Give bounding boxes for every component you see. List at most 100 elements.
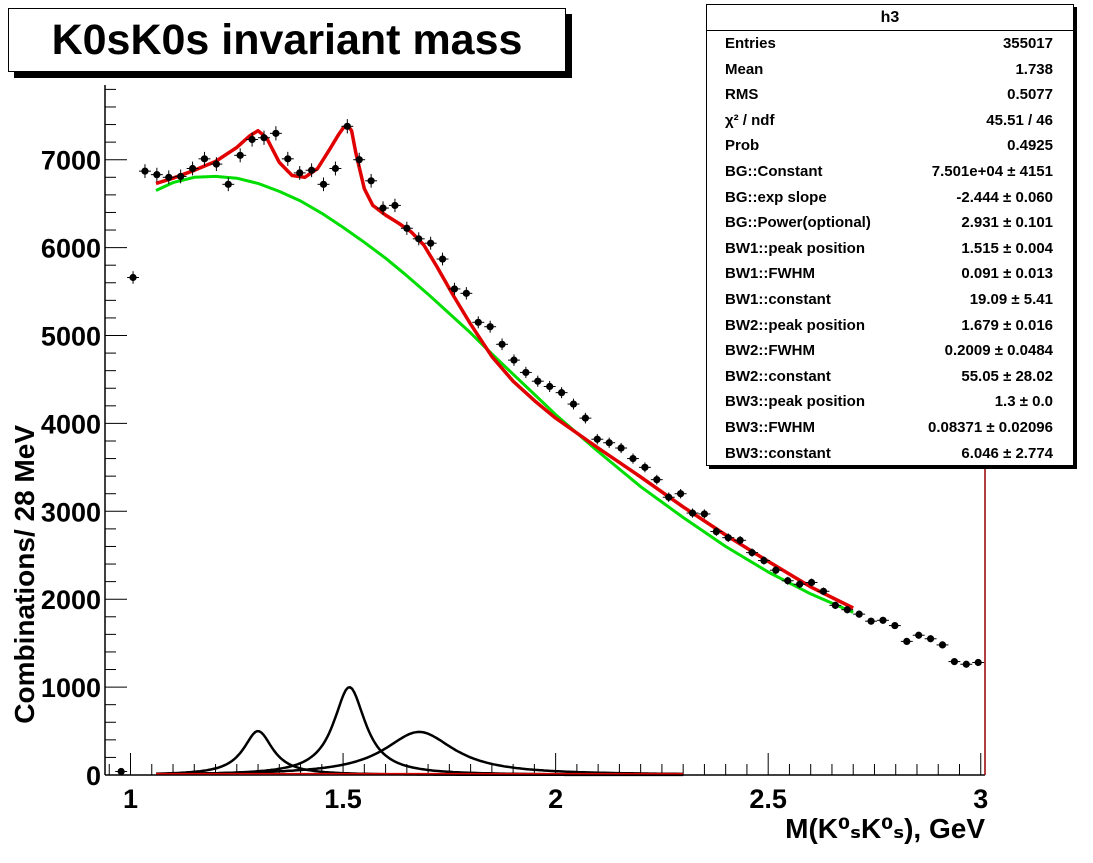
data-point: [912, 631, 925, 639]
data-point: [567, 398, 580, 410]
data-point: [424, 236, 437, 250]
stats-row: BW1::constant 19.09 ± 5.41: [707, 287, 1073, 313]
stats-row-value: 0.08371 ± 0.02096: [927, 418, 1053, 436]
data-marker: [855, 610, 863, 618]
total-fit-curve: [155, 122, 854, 610]
stats-row-value: 19.09 ± 5.41: [969, 290, 1053, 308]
data-point: [627, 453, 639, 464]
stats-row-label: BW3::peak position: [725, 393, 866, 411]
stats-row-label: BW2::constant: [725, 367, 831, 385]
stats-row-label: BW2::FWHM: [725, 342, 815, 360]
data-point: [638, 462, 651, 473]
data-point: [317, 177, 330, 192]
x-tick-label: 1.5: [324, 784, 362, 814]
data-marker: [308, 166, 316, 174]
data-point: [746, 548, 758, 557]
data-point: [293, 165, 306, 180]
data-marker: [891, 621, 899, 630]
stats-row-label: BW2::peak position: [725, 316, 866, 334]
data-point: [496, 338, 509, 351]
chart-title: K0sK0s invariant mass: [51, 15, 523, 64]
x-axis-title: M(K⁰ₛK⁰ₛ), GeV: [785, 813, 985, 844]
stats-row: BW3::FWHM 0.08371 ± 0.02096: [707, 415, 1073, 441]
stats-row-label: Mean: [725, 60, 764, 78]
data-point: [246, 132, 259, 147]
data-marker: [974, 658, 982, 667]
data-marker: [677, 490, 685, 498]
y-tick-label: 4000: [41, 409, 101, 439]
stats-row-value: 1.3 ± 0.0: [994, 393, 1053, 411]
data-point: [841, 606, 854, 614]
data-point: [603, 437, 616, 448]
stats-row: BW1::peak position 1.515 ± 0.004: [707, 236, 1073, 262]
stats-rows: Entries 355017 Mean 1.738 RMS 0.5077 χ² / ndf 4…: [707, 31, 1073, 466]
x-tick-label: 2.5: [749, 784, 787, 814]
data-point: [222, 177, 235, 192]
data-marker: [141, 167, 149, 175]
data-point: [757, 556, 770, 565]
stats-row: Entries 355017: [707, 31, 1073, 57]
component-curve: [156, 730, 684, 776]
data-point: [900, 637, 913, 645]
data-point: [781, 576, 794, 585]
data-marker: [522, 368, 530, 377]
data-marker: [284, 155, 292, 163]
data-point: [960, 660, 973, 668]
data-marker: [200, 155, 209, 163]
stats-row-label: Prob: [725, 137, 760, 155]
data-marker: [819, 587, 828, 595]
data-point: [948, 658, 961, 666]
stats-row-value: 6.046 ± 2.774: [961, 444, 1053, 462]
data-marker: [462, 289, 470, 297]
stats-row-label: BG::exp slope: [725, 188, 827, 206]
data-point: [591, 434, 604, 445]
stats-row-value: 0.2009 ± 0.0484: [944, 342, 1053, 360]
data-marker: [688, 509, 697, 517]
stats-row-value: 1.679 ± 0.016: [961, 316, 1053, 334]
stats-histogram-name: h3: [707, 5, 1073, 31]
data-marker: [962, 660, 970, 668]
stats-row-label: BW1::peak position: [725, 239, 866, 257]
data-marker: [593, 435, 601, 443]
data-point: [484, 320, 497, 333]
data-points: [115, 119, 985, 776]
stats-row-label: BW1::constant: [725, 290, 831, 308]
data-point: [448, 282, 461, 296]
data-marker: [379, 204, 387, 212]
data-point: [579, 412, 592, 424]
data-marker: [831, 601, 839, 609]
data-marker: [343, 122, 351, 130]
data-marker: [796, 580, 804, 588]
stats-row: Prob 0.4925: [707, 133, 1073, 159]
y-tick-label: 6000: [41, 234, 101, 264]
data-point: [234, 148, 247, 163]
data-marker: [498, 340, 506, 348]
stats-row: χ² / ndf 45.51 / 46: [707, 108, 1073, 134]
stats-row-label: BW3::constant: [725, 444, 831, 462]
stats-row-value: 7.501e+04 ± 4151: [931, 162, 1053, 180]
data-marker: [415, 235, 423, 243]
data-point: [162, 170, 175, 185]
data-marker: [438, 255, 447, 263]
data-marker: [700, 510, 709, 518]
data-marker: [450, 285, 459, 293]
data-marker: [665, 493, 673, 501]
data-marker: [641, 463, 649, 471]
tick-labels: 0 1000 2000 3000 4000 5000 6000 7000 1 1.5 2 2.5 3: [41, 146, 988, 814]
y-tick-label: 0: [86, 761, 101, 791]
stats-row-value: 1.738: [1015, 60, 1053, 78]
stats-row-label: BG::Power(optional): [725, 214, 871, 232]
data-point: [972, 658, 985, 667]
data-marker: [248, 135, 256, 144]
data-point: [436, 252, 449, 266]
stats-row-value: 2.931 ± 0.101: [961, 214, 1053, 232]
data-marker: [546, 382, 554, 391]
data-marker: [212, 160, 220, 168]
data-point: [472, 316, 485, 329]
data-marker: [427, 239, 435, 247]
data-marker: [236, 151, 244, 159]
data-point: [127, 271, 140, 284]
data-marker: [391, 201, 399, 210]
data-point: [615, 442, 628, 454]
total-fit-layer: [155, 122, 854, 610]
